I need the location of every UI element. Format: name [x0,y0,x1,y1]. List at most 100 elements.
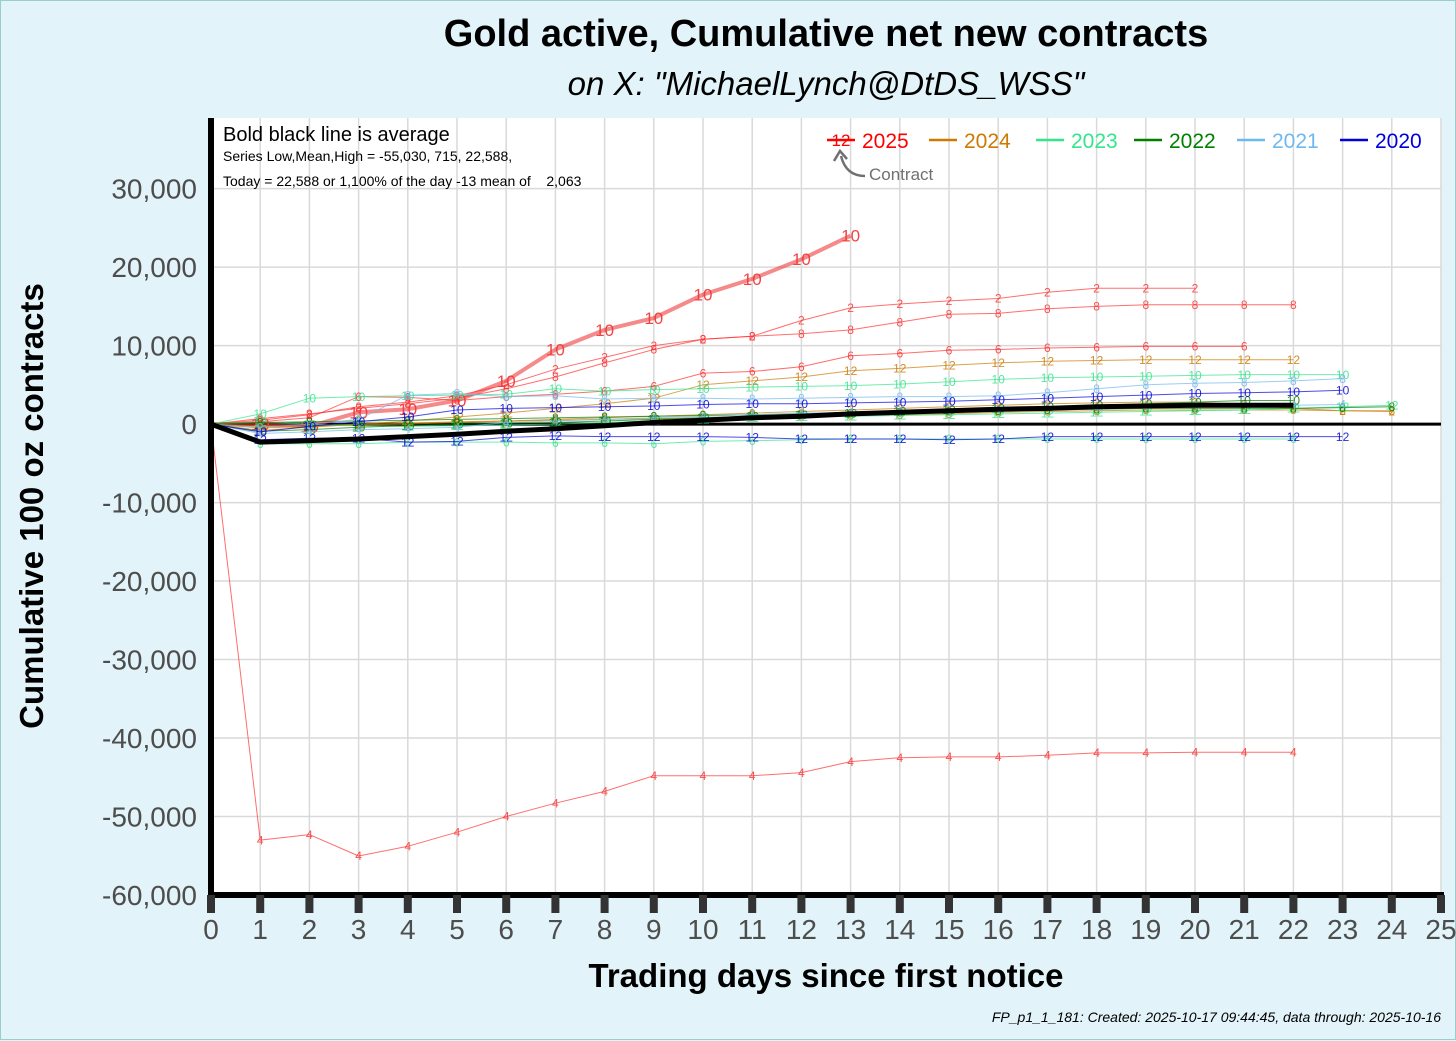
point-label: 6 [1044,341,1051,355]
point-label: 8 [1241,298,1248,312]
x-tick-mark [453,895,461,913]
point-label: 12 [1287,353,1301,367]
point-label: 10 [598,384,612,398]
point-label: 8 [601,392,608,406]
point-label: 10 [1090,390,1104,404]
point-label: 8 [946,407,953,421]
point-label: 8 [552,370,559,384]
point-label: 8 [995,307,1002,321]
legend-annotation-arrow [839,155,866,178]
x-tick-mark [502,895,511,913]
point-label: 8 [1142,402,1149,416]
point-label: 8 [454,391,461,405]
legend-item-2023: 2023 [1036,130,1118,153]
point-label: 12 [450,419,464,433]
y-tick-label: -30,000 [102,645,197,676]
x-tick-label: 5 [449,914,465,945]
point-label: 12 [500,431,514,445]
point-label: 6 [552,436,559,450]
point-label: 10 [352,390,366,404]
point-label: 8 [1290,402,1297,416]
point-label: 4 [995,750,1002,764]
point-label: 4 [355,423,362,437]
point-label: 10 [743,270,762,289]
point-label: 12 [1385,398,1399,412]
point-label: 10 [841,227,860,246]
point-label: 10 [694,286,713,305]
legend-annotation-label: Contract [869,165,934,184]
info-line-1: Bold black line is average [223,124,450,146]
series-line [210,423,1343,443]
legend-label: 2023 [1071,130,1118,153]
point-label: 6 [650,380,657,394]
x-tick-label: 9 [646,914,662,945]
legend: 12 2025 2024 2023 2022 2021 2020 [827,130,1422,153]
series-line [210,389,1343,433]
point-label: 4 [798,766,805,780]
point-label: 6 [1142,340,1149,354]
x-tick-label: 20 [1179,914,1210,945]
x-tick-mark [1191,895,1199,913]
point-label: 8 [1290,403,1297,417]
point-label: 4 [355,849,362,863]
point-label: 6 [306,437,313,451]
x-tick-mark [207,895,215,913]
point-label: 8 [1339,404,1346,418]
point-label: 8 [306,417,313,431]
point-label: 10 [746,380,760,394]
point-label: 12 [795,370,809,384]
x-tick-label: 3 [351,914,367,945]
point-label: 8 [650,409,657,423]
point-label: 4 [749,769,756,783]
point-label: 6 [946,432,953,446]
point-label: 10 [401,389,415,403]
plot-panel [211,118,1441,895]
point-label: 6 [601,436,608,450]
point-label: 2 [257,421,264,435]
x-tick-mark [305,895,314,913]
point-label: 6 [798,433,805,447]
point-label: 2 [404,417,411,431]
point-label: 8 [749,329,756,343]
point-label: 6 [306,411,313,425]
point-label: 12 [746,431,760,445]
point-label: 6 [749,434,756,448]
point-label: 2 [1142,395,1149,409]
point-label: 4 [454,825,461,839]
point-label: 2 [1093,396,1100,410]
point-label: 10 [303,391,317,405]
point-label: 10 [647,399,661,413]
point-label: 8 [404,413,411,427]
point-label: 8 [454,387,461,401]
x-tick-mark [1240,895,1249,913]
series-2023: 10 10 10 10 10 10 10 10 10 10 10 10 10 10 10 10 10 10 10 10… [210,368,1350,425]
x-tick-mark [1092,895,1101,913]
x-tick-mark [1289,895,1298,913]
x-tick-label: 12 [786,914,817,945]
x-tick-label: 21 [1229,914,1260,945]
point-label: 12 [1090,354,1104,368]
series-average [210,402,1294,445]
point-label: 10 [1287,385,1301,399]
point-label: 2 [601,411,608,425]
point-label: 4 [552,796,559,810]
point-label: 10 [1238,386,1252,400]
x-tick-label: 19 [1130,914,1161,945]
x-tick-label: 2 [302,914,318,945]
point-label: 10 [401,410,415,424]
point-label: 6 [1241,340,1248,354]
point-label: 12 [746,374,760,388]
point-label: 2 [847,403,854,417]
point-label: 4 [306,425,313,439]
point-label: 10 [401,419,415,433]
point-label: 2 [404,395,411,409]
point-label: 6 [896,347,903,361]
point-label: 6 [1093,340,1100,354]
point-label: 8 [1093,300,1100,314]
x-tick-mark [1043,895,1052,913]
series-line [210,402,1294,445]
point-label: 10 [1287,368,1301,382]
legend-item-2022: 2022 [1134,130,1216,153]
